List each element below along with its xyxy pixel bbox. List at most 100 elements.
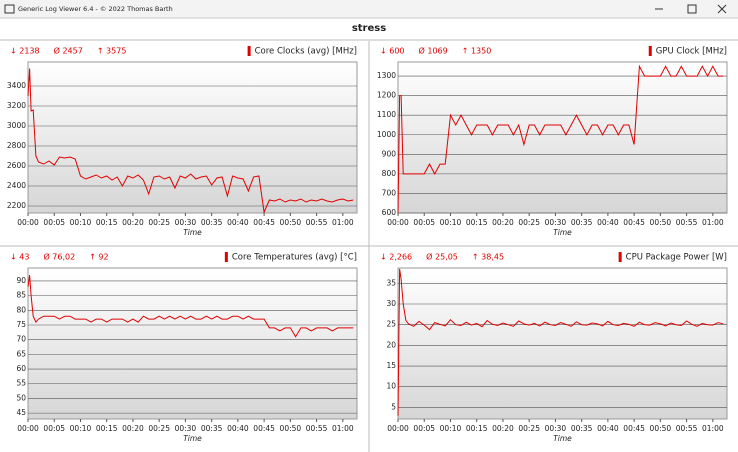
x-tick-label: 00:50 — [650, 424, 672, 433]
y-tick-label: 45 — [16, 408, 26, 417]
stat: Ø 1069 — [419, 46, 448, 56]
x-tick-label: 00:25 — [518, 424, 540, 433]
stat: ↑ 1350 — [462, 47, 492, 56]
x-tick-label: 00:15 — [466, 218, 488, 227]
y-tick-label: 75 — [16, 320, 26, 329]
x-tick-label: 00:30 — [545, 218, 567, 227]
x-tick-label: 00:35 — [201, 424, 223, 433]
y-tick-label: 10 — [386, 382, 396, 391]
x-tick-label: 00:40 — [227, 424, 249, 433]
x-tick-label: 00:15 — [96, 424, 118, 433]
x-tick-label: 00:05 — [413, 218, 435, 227]
stat: Ø 76,02 — [43, 252, 75, 262]
x-tick-label: 00:20 — [122, 218, 144, 227]
plot-area — [27, 267, 358, 420]
legend-swatch — [618, 252, 622, 262]
heading: stress — [352, 23, 386, 34]
stat: Ø 25,05 — [426, 252, 458, 262]
maximize-button[interactable] — [687, 4, 697, 14]
data-line — [27, 275, 354, 338]
legend-swatch — [247, 46, 251, 56]
x-tick-label: 00:20 — [492, 424, 514, 433]
y-tick-label: 90 — [16, 276, 26, 285]
y-tick-label: 25 — [386, 320, 396, 329]
x-axis-label: Time — [183, 434, 202, 443]
x-tick-label: 00:05 — [43, 218, 65, 227]
stat: ↓ 2138 — [10, 47, 40, 56]
y-tick-label: 2200 — [7, 201, 26, 210]
x-tick-label: 00:00 — [387, 218, 409, 227]
chart-title: Core Clocks (avg) [MHz] — [255, 47, 357, 57]
x-tick-label: 01:00 — [332, 424, 354, 433]
y-tick-label: 3200 — [7, 101, 26, 110]
x-tick-label: 00:00 — [387, 424, 409, 433]
x-tick-label: 00:00 — [17, 424, 39, 433]
data-line — [27, 68, 354, 215]
stat: ↓ 600 — [380, 47, 405, 56]
x-tick-label: 00:15 — [466, 424, 488, 433]
y-tick-label: 3400 — [7, 81, 26, 90]
y-tick-label: 3000 — [7, 121, 26, 130]
x-tick-label: 01:00 — [332, 218, 354, 227]
y-tick-label: 800 — [382, 169, 397, 178]
y-tick-label: 2400 — [7, 181, 26, 190]
y-tick-label: 65 — [16, 349, 26, 358]
stat: ↓ 2,266 — [380, 253, 412, 262]
close-button[interactable] — [717, 4, 727, 14]
y-tick-label: 15 — [386, 361, 396, 370]
y-tick-label: 600 — [382, 208, 397, 217]
x-tick-label: 00:05 — [413, 424, 435, 433]
x-tick-label: 00:45 — [623, 424, 645, 433]
x-tick-label: 00:40 — [597, 218, 619, 227]
y-tick-label: 2600 — [7, 161, 26, 170]
x-tick-label: 00:10 — [440, 424, 462, 433]
x-tick-label: 01:00 — [702, 424, 724, 433]
y-tick-label: 1100 — [377, 110, 396, 119]
x-tick-label: 00:55 — [676, 424, 698, 433]
x-tick-label: 00:30 — [545, 424, 567, 433]
x-tick-label: 00:50 — [280, 218, 302, 227]
y-tick-label: 50 — [16, 393, 26, 402]
window-title: Generic Log Viewer 6.4 - © 2022 Thomas B… — [18, 5, 173, 13]
x-tick-label: 00:25 — [518, 218, 540, 227]
x-tick-label: 00:10 — [70, 424, 92, 433]
x-axis-label: Time — [183, 228, 202, 237]
stat: ↑ 3575 — [97, 47, 127, 56]
x-tick-label: 00:55 — [676, 218, 698, 227]
x-tick-label: 00:20 — [492, 218, 514, 227]
x-tick-label: 00:45 — [253, 218, 275, 227]
chart-title: Core Temperatures (avg) [°C] — [232, 253, 357, 263]
x-tick-label: 00:25 — [148, 218, 170, 227]
x-tick-label: 00:45 — [253, 424, 275, 433]
x-tick-label: 00:20 — [122, 424, 144, 433]
stat: Ø 2457 — [54, 46, 83, 56]
stat: ↓ 43 — [10, 253, 29, 262]
x-tick-label: 00:10 — [70, 218, 92, 227]
y-tick-label: 85 — [16, 291, 26, 300]
y-tick-label: 30 — [386, 299, 396, 308]
app-icon — [4, 4, 15, 14]
y-tick-label: 35 — [386, 278, 396, 287]
plot-area — [397, 61, 728, 214]
x-tick-label: 00:30 — [175, 424, 197, 433]
y-tick-label: 80 — [16, 305, 26, 314]
y-tick-label: 1200 — [377, 91, 396, 100]
stat: ↑ 38,45 — [472, 253, 504, 262]
y-tick-label: 900 — [382, 149, 397, 158]
y-tick-label: 20 — [386, 340, 396, 349]
x-tick-label: 00:50 — [650, 218, 672, 227]
title-bar — [0, 0, 738, 18]
x-tick-label: 00:50 — [280, 424, 302, 433]
chart-title: CPU Package Power [W] — [626, 253, 727, 263]
y-tick-label: 700 — [382, 188, 397, 197]
x-tick-label: 00:35 — [201, 218, 223, 227]
x-tick-label: 00:35 — [571, 424, 593, 433]
x-tick-label: 00:10 — [440, 218, 462, 227]
data-line — [397, 64, 724, 214]
plot-area — [397, 267, 728, 420]
x-tick-label: 00:30 — [175, 218, 197, 227]
x-tick-label: 00:25 — [148, 424, 170, 433]
y-tick-label: 1000 — [377, 130, 396, 139]
stat: ↑ 92 — [89, 253, 108, 262]
